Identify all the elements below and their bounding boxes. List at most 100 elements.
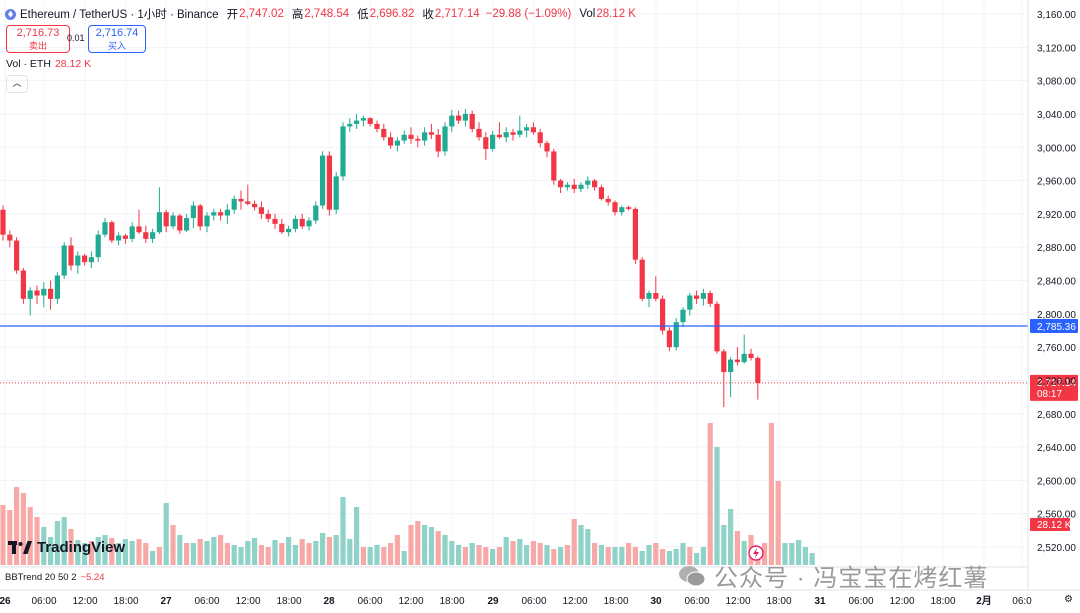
candle-body xyxy=(143,232,149,239)
volume-bar xyxy=(122,539,128,565)
candle-body xyxy=(496,134,502,138)
y-tick-label: 3,120.00 xyxy=(1037,43,1076,54)
y-tick-label: 3,000.00 xyxy=(1037,143,1076,154)
x-tick-label: 29 xyxy=(487,596,499,607)
brand-name: TradingView xyxy=(37,539,126,556)
x-tick-label: 06:00 xyxy=(357,596,382,607)
buy-button[interactable]: 2,716.74 买入 xyxy=(88,25,146,53)
volume-bar xyxy=(782,543,788,565)
candle-body xyxy=(524,127,530,131)
volume-bar xyxy=(809,553,815,565)
x-tick-label: 27 xyxy=(160,596,172,607)
last-volume-label: 28.12 K xyxy=(1037,520,1072,531)
volume-legend[interactable]: Vol · ETH 28.12 K xyxy=(6,58,91,70)
candle-body xyxy=(680,309,686,323)
candle-body xyxy=(41,288,47,296)
symbol-title[interactable]: Ethereum / TetherUS · 1小时 · Binance xyxy=(20,9,219,21)
open-value: 2,747.02 xyxy=(239,8,284,20)
candle-body xyxy=(435,134,441,152)
sell-button[interactable]: 2,716.73 卖出 xyxy=(6,25,70,53)
settings-icon[interactable]: ⚙ xyxy=(1064,594,1073,605)
candle-body xyxy=(551,151,557,181)
volume-bar xyxy=(551,549,557,565)
candle-body xyxy=(490,134,496,149)
x-tick-label: 06:00 xyxy=(684,596,709,607)
volume-bar xyxy=(258,545,264,565)
volume-bar xyxy=(415,521,421,565)
volume-bar xyxy=(496,547,502,565)
candle-body xyxy=(428,132,434,135)
candle-body xyxy=(306,220,312,227)
candle-body xyxy=(197,205,203,227)
volume-bar xyxy=(41,527,47,565)
y-tick-label: 2,800.00 xyxy=(1037,310,1076,321)
x-tick-label: 28 xyxy=(323,596,335,607)
candle-body xyxy=(544,143,550,152)
close-label: 收 xyxy=(422,9,434,21)
candle-body xyxy=(707,292,713,304)
volume-bar xyxy=(503,537,509,565)
volume-bar xyxy=(54,521,60,565)
tradingview-logo: TradingView xyxy=(8,539,125,556)
volume-bar xyxy=(95,537,101,565)
x-tick-label: 18:00 xyxy=(276,596,301,607)
volume-bar xyxy=(666,551,672,565)
volume-bar xyxy=(428,527,434,565)
volume-bar xyxy=(156,547,162,565)
candle-body xyxy=(204,215,210,227)
watermark-text: 公众号 · 冯宝宝在烤红薯 xyxy=(714,565,989,592)
candle-body xyxy=(755,357,761,383)
volume-bar xyxy=(218,535,224,565)
volume-bar xyxy=(109,538,115,565)
candle-body xyxy=(224,209,230,216)
volume-bar xyxy=(136,539,142,565)
volume-bar xyxy=(456,545,462,565)
y-tick-label: 2,680.00 xyxy=(1037,410,1076,421)
volume-bar xyxy=(292,545,298,565)
volume-bar xyxy=(578,525,584,565)
candle-body xyxy=(68,245,74,266)
y-tick-label: 3,080.00 xyxy=(1037,77,1076,88)
volume-bar xyxy=(306,543,312,565)
high-label: 高 xyxy=(291,9,304,21)
volume-bar xyxy=(598,545,604,565)
volume-bar xyxy=(653,543,659,565)
last-price-label: 2,717.14 xyxy=(1037,378,1076,389)
candle-body xyxy=(619,207,625,213)
tradingview-icon xyxy=(8,541,32,554)
volume-bar xyxy=(544,545,550,565)
volume-bar xyxy=(483,547,489,565)
candle-body xyxy=(333,176,339,210)
indicator-legend[interactable]: BBTrend 20 50 2 −5.24 xyxy=(5,572,105,583)
volume-bar xyxy=(408,525,414,565)
volume-bar xyxy=(0,505,6,565)
candle-body xyxy=(394,140,400,146)
change-value: −29.88 (−1.09%) xyxy=(485,8,572,20)
volume-bar xyxy=(177,535,183,565)
volume-bar xyxy=(48,537,54,565)
volume-bar xyxy=(626,543,632,565)
y-tick-label: 2,640.00 xyxy=(1037,443,1076,454)
candle-body xyxy=(231,198,237,210)
volume-bar xyxy=(204,541,210,565)
volume-bar xyxy=(190,543,196,565)
candle-body xyxy=(741,353,747,363)
candle-body xyxy=(748,353,754,358)
volume-bar xyxy=(340,497,346,565)
candle-body xyxy=(82,255,88,263)
volume-bar xyxy=(517,539,523,565)
collapse-button[interactable]: ︿ xyxy=(6,75,28,93)
candle-body xyxy=(388,137,394,146)
x-tick-label: 06:0 xyxy=(1012,596,1032,607)
indicator-label: BBTrend 20 50 2 xyxy=(5,572,77,583)
candle-body xyxy=(252,203,258,208)
candle-body xyxy=(530,127,536,133)
candle-body xyxy=(728,359,734,373)
candle-body xyxy=(340,126,346,177)
low-value: 2,696.82 xyxy=(369,8,415,20)
candle-body xyxy=(299,218,305,227)
volume-bar xyxy=(27,507,33,565)
spread-value: 0.01 xyxy=(67,33,85,43)
candle-body xyxy=(102,222,108,235)
